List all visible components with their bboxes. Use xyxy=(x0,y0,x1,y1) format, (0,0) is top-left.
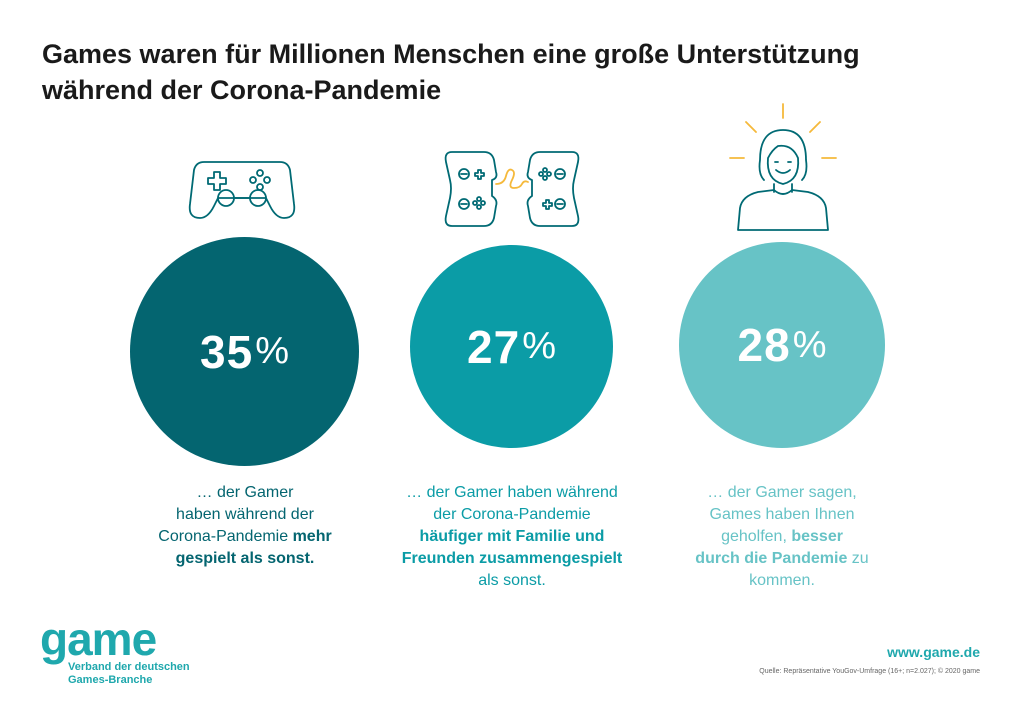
stat-value: 35 xyxy=(200,325,254,378)
stat-circle-28: 28% xyxy=(679,242,885,448)
logo-subtitle-line: Verband der deutschen xyxy=(68,661,190,673)
desc-emphasis: mehr xyxy=(292,528,332,545)
desc-line: … der Gamer haben während xyxy=(406,484,618,501)
stat-unit: % xyxy=(792,323,827,366)
desc-line: häufiger mit Familie und xyxy=(372,526,652,548)
desc-text: zu xyxy=(847,550,869,567)
stat-unit: % xyxy=(522,325,556,367)
happy-person-icon xyxy=(729,103,837,231)
desc-text: Corona-Pandemie xyxy=(158,528,293,545)
logo-subtitle-line: Games-Branche xyxy=(68,674,153,686)
desc-line: als sonst. xyxy=(478,572,546,589)
desc-line: durch die Pandemie zu xyxy=(662,548,902,570)
title-line-2: während der Corona-Pandemie xyxy=(42,75,442,105)
title-line-1: Games waren für Millionen Menschen eine … xyxy=(42,39,860,69)
website-link[interactable]: www.game.de xyxy=(887,644,980,660)
gamepad-icon xyxy=(188,161,296,219)
desc-line: Corona-Pandemie mehr xyxy=(120,526,370,548)
logo-subtitle: Verband der deutschen Games-Branche xyxy=(68,661,190,687)
stat-description-1: … der Gamer haben während der Corona-Pan… xyxy=(120,482,370,570)
stat-value: 27 xyxy=(467,320,521,373)
desc-emphasis: besser xyxy=(791,528,843,545)
desc-emphasis: häufiger mit Familie und xyxy=(419,528,605,545)
stat-description-3: … der Gamer sagen, Games haben Ihnen geh… xyxy=(662,482,902,592)
page-title: Games waren für Millionen Menschen eine … xyxy=(42,36,982,108)
game-logo: game xyxy=(40,613,157,665)
desc-line: … der Gamer xyxy=(196,484,294,501)
desc-line: Games haben Ihnen xyxy=(709,506,855,523)
desc-line: haben während der xyxy=(176,506,314,523)
desc-line: gespielt als sonst. xyxy=(120,548,370,570)
desc-emphasis: Freunden zusammengespielt xyxy=(401,550,623,567)
desc-line: kommen. xyxy=(749,572,815,589)
stat-circle-27: 27% xyxy=(410,245,613,448)
desc-emphasis: gespielt als sonst. xyxy=(175,550,315,567)
stat-unit: % xyxy=(255,330,289,372)
stat-circle-35: 35% xyxy=(130,237,359,466)
desc-line: der Corona-Pandemie xyxy=(433,506,591,523)
source-note: Quelle: Repräsentative YouGov-Umfrage (1… xyxy=(759,668,980,675)
desc-line: geholfen, besser xyxy=(662,526,902,548)
desc-text: geholfen, xyxy=(721,528,792,545)
desc-line: … der Gamer sagen, xyxy=(707,484,857,501)
linked-gamepads-icon xyxy=(444,151,580,227)
stat-value: 28 xyxy=(737,319,791,371)
desc-line: Freunden zusammengespielt xyxy=(372,548,652,570)
stat-description-2: … der Gamer haben während der Corona-Pan… xyxy=(372,482,652,592)
desc-emphasis: durch die Pandemie xyxy=(695,550,848,567)
